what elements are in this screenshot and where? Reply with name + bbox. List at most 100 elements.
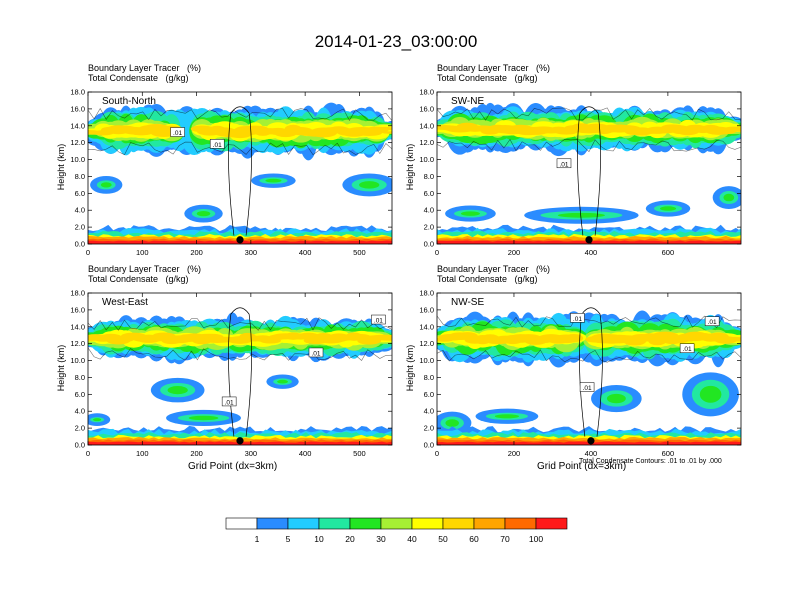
x-tick-label: 100 <box>136 248 149 257</box>
y-tick-label: 2.0 <box>75 424 85 433</box>
x-tick-label: 200 <box>508 248 521 257</box>
plot-frame <box>436 292 742 446</box>
colorbar-swatch <box>504 517 537 530</box>
panel-title-line1: Boundary Layer Tracer (%) <box>88 264 202 274</box>
y-tick-label: 12.0 <box>419 339 434 348</box>
contour-label-text: .01 <box>573 316 582 323</box>
x-tick-label: 500 <box>353 449 366 458</box>
colorbar-swatch <box>535 517 568 530</box>
colorbar-label: 20 <box>345 534 355 544</box>
y-tick-label: 16.0 <box>419 305 434 314</box>
y-tick-label: 14.0 <box>70 121 85 130</box>
y-tick-label: 0.0 <box>424 441 434 450</box>
x-tick-label: 100 <box>136 449 149 458</box>
y-axis-label: Height (km) <box>405 143 415 191</box>
y-tick-label: 12.0 <box>419 138 434 147</box>
colorbar-label: 30 <box>376 534 386 544</box>
colorbar-swatch <box>411 517 444 530</box>
contour-label: .01 <box>556 158 572 168</box>
y-tick-label: 6.0 <box>75 189 85 198</box>
contour-label-text: .01 <box>225 399 234 406</box>
y-tick-label: 14.0 <box>419 322 434 331</box>
y-tick-label: 2.0 <box>75 223 85 232</box>
panel-title-line1: Boundary Layer Tracer (%) <box>437 63 551 73</box>
contour-label: .01 <box>570 313 585 323</box>
panel-direction-label: South-North <box>102 96 156 107</box>
y-tick-label: 4.0 <box>424 407 434 416</box>
contour-label-text: .01 <box>583 385 592 392</box>
contour-label: .01 <box>579 382 595 392</box>
x-tick-label: 400 <box>299 248 312 257</box>
condensate-field: .01 .01 <box>88 102 392 244</box>
contour-label: .01 <box>371 314 386 325</box>
contour-line <box>437 349 741 363</box>
panel-title-line1: Boundary Layer Tracer (%) <box>88 63 202 73</box>
y-tick-label: 8.0 <box>424 373 434 382</box>
updraft-contour <box>577 106 601 236</box>
x-tick-label: 0 <box>435 248 439 257</box>
x-tick-label: 200 <box>190 248 203 257</box>
contour-label-text: .01 <box>683 346 692 353</box>
y-tick-label: 10.0 <box>419 356 434 365</box>
panel-direction-label: SW-NE <box>451 96 485 107</box>
x-axis-label: Grid Point (dx=3km) <box>537 461 627 472</box>
contour-label: .01 <box>704 316 720 326</box>
x-tick-label: 400 <box>585 248 598 257</box>
y-axis-label: Height (km) <box>405 344 415 392</box>
contour-label: .01 <box>170 127 185 137</box>
contour-label: .01 <box>308 347 324 357</box>
x-tick-label: 200 <box>190 449 203 458</box>
colorbar: 1 5 10 20 30 40 50 60 70 100 <box>225 517 568 544</box>
contour-label: .01 <box>679 343 695 353</box>
y-tick-label: 18.0 <box>419 88 434 97</box>
x-tick-label: 500 <box>353 248 366 257</box>
contour-label-text: .01 <box>374 318 383 325</box>
contour-label-text: .01 <box>708 319 717 326</box>
y-tick-label: 8.0 <box>424 172 434 181</box>
contour-label: .01 <box>221 396 237 406</box>
y-tick-label: 6.0 <box>424 390 434 399</box>
updraft-contour <box>228 307 252 437</box>
condensate-field: .01 <box>437 102 741 244</box>
contour-label-text: .01 <box>311 350 320 357</box>
x-tick-label: 0 <box>435 449 439 458</box>
chart-panel-4: .01 .01 .01 .01 0 200 400 600 0.0 2.0 4.0 6.0 8.0 10.… <box>419 289 742 458</box>
contour-line <box>88 141 392 156</box>
plot-frame <box>87 91 393 245</box>
colorbar-swatch <box>225 517 258 530</box>
y-tick-label: 14.0 <box>419 121 434 130</box>
y-tick-label: 14.0 <box>70 322 85 331</box>
contour-label-text: .01 <box>213 142 222 149</box>
chart-panel-3: .01 .01 .01 0 100 200 300 400 500 0.0 2.0 4.0 6.0 8.0… <box>70 289 393 458</box>
x-tick-label: 400 <box>585 449 598 458</box>
x-tick-label: 600 <box>662 449 675 458</box>
colorbar-label: 100 <box>529 534 543 544</box>
chart-panel-1: .01 .01 0 100 200 300 400 500 0.0 2.0 4.0 6.0 8.0 10.… <box>70 88 393 257</box>
x-tick-label: 300 <box>245 248 258 257</box>
y-axis-label: Height (km) <box>56 344 66 392</box>
colorbar-label: 70 <box>500 534 510 544</box>
location-marker <box>585 236 593 244</box>
plot-frame <box>87 292 393 446</box>
colorbar-swatch <box>473 517 506 530</box>
y-tick-label: 6.0 <box>75 390 85 399</box>
x-tick-label: 300 <box>245 449 258 458</box>
colorbar-label: 60 <box>469 534 479 544</box>
y-tick-label: 4.0 <box>75 206 85 215</box>
y-tick-label: 12.0 <box>70 138 85 147</box>
location-marker <box>236 437 244 445</box>
x-tick-label: 0 <box>86 449 90 458</box>
panel-title-line2: Total Condensate (g/kg) <box>88 73 189 83</box>
y-tick-label: 2.0 <box>424 424 434 433</box>
updraft-contour <box>579 307 603 437</box>
y-axis-label: Height (km) <box>56 143 66 191</box>
y-tick-label: 0.0 <box>424 240 434 249</box>
y-tick-label: 12.0 <box>70 339 85 348</box>
panel-title-line1: Boundary Layer Tracer (%) <box>437 264 551 274</box>
y-tick-label: 10.0 <box>419 155 434 164</box>
contour-line <box>88 107 392 122</box>
y-tick-label: 2.0 <box>424 223 434 232</box>
y-tick-label: 6.0 <box>424 189 434 198</box>
colorbar-label: 1 <box>255 534 260 544</box>
colorbar-swatch <box>287 517 320 530</box>
